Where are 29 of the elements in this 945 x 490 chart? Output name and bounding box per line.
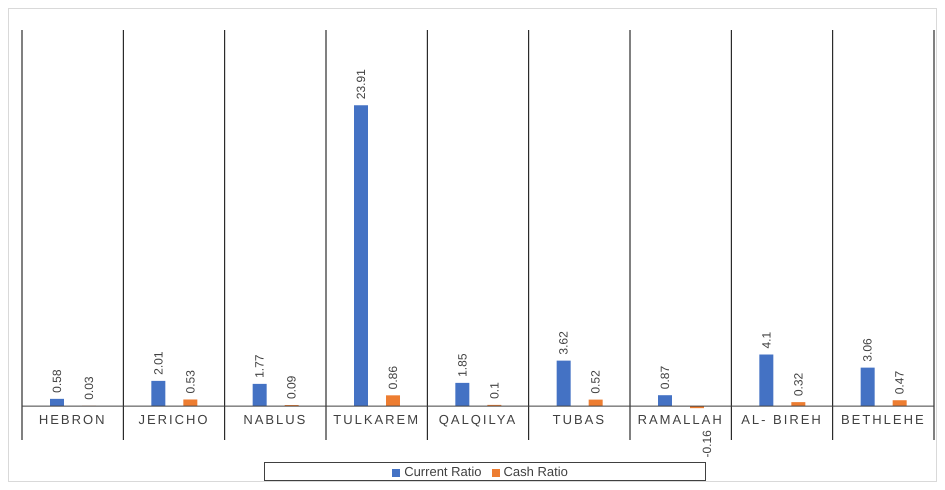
data-label: 0.32 [791, 372, 806, 396]
data-label: 0.52 [588, 370, 603, 394]
x-tick-label: HEBRON [38, 412, 106, 427]
data-label: 0.47 [892, 370, 907, 394]
data-label: 0.09 [284, 375, 299, 400]
data-label: 1.77 [252, 354, 267, 378]
x-tick-label: BETHLEHE [841, 412, 926, 427]
data-label: 0.03 [82, 376, 96, 400]
data-label: 0.86 [386, 366, 400, 390]
data-label: 0.87 [658, 366, 672, 390]
legend-label: Cash Ratio [504, 464, 568, 479]
data-label: 1.85 [455, 353, 470, 377]
data-label: 23.91 [354, 68, 368, 100]
data-label: 3.62 [556, 330, 571, 355]
x-tick-label: TULKAREM [333, 412, 420, 427]
data-label: 0.1 [487, 382, 502, 399]
x-tick-label: JERICHO [138, 412, 210, 427]
x-tick-label: TUBAS [552, 412, 606, 427]
data-label: -0.16 [700, 430, 714, 458]
x-tick-label: AL- BIREH [741, 412, 823, 427]
data-label: 0.53 [183, 370, 198, 394]
data-label: 4.1 [759, 332, 774, 349]
x-tick-label: RAMALLAH [638, 412, 724, 427]
data-label: 3.06 [860, 338, 875, 362]
x-tick-label: NABLUS [243, 412, 308, 427]
data-label: 2.01 [151, 351, 166, 375]
x-tick-label: QALQILYA [438, 412, 518, 427]
data-label: 0.58 [50, 369, 64, 393]
legend-label: Current Ratio [404, 464, 482, 479]
